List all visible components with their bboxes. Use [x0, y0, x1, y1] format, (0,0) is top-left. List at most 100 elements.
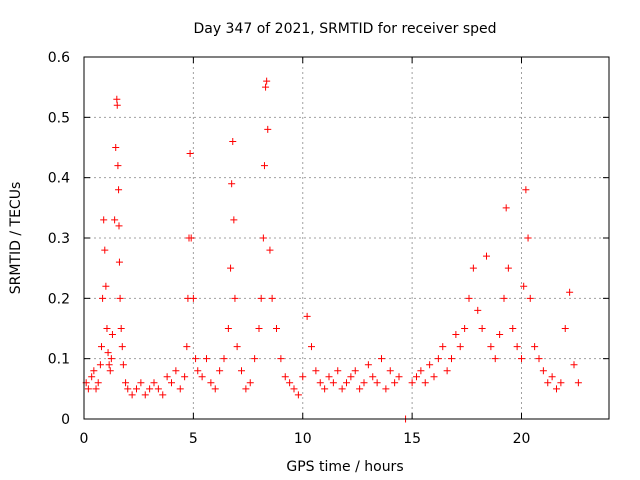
data-point: [360, 379, 368, 387]
data-point: [228, 180, 236, 188]
data-point: [96, 361, 104, 369]
data-point: [531, 343, 539, 351]
data-point: [198, 373, 206, 381]
data-point: [163, 373, 171, 381]
data-point: [343, 379, 350, 387]
y-tick-label: 0.1: [48, 352, 70, 368]
data-point: [351, 367, 359, 375]
data-point: [325, 373, 333, 381]
data-point: [426, 361, 434, 369]
data-point: [574, 379, 582, 387]
data-point: [312, 367, 320, 375]
data-point: [233, 343, 241, 351]
data-point: [260, 162, 268, 170]
y-tick-label: 0.4: [48, 171, 70, 187]
data-point: [443, 367, 451, 375]
data-point: [522, 186, 530, 194]
data-point: [133, 385, 140, 393]
data-point: [90, 367, 98, 375]
y-axis-label: SRMTID / TECUs: [8, 182, 24, 295]
data-point: [84, 385, 92, 393]
data-point: [290, 385, 298, 393]
data-point: [491, 355, 499, 363]
data-point: [500, 294, 508, 302]
data-point: [369, 373, 377, 381]
data-point: [321, 385, 329, 393]
data-point: [452, 331, 460, 339]
data-point: [242, 385, 250, 393]
data-point: [439, 343, 447, 351]
data-point: [262, 83, 270, 91]
data-point: [356, 385, 364, 393]
data-point: [504, 264, 512, 272]
data-point: [207, 379, 215, 387]
data-point: [154, 385, 162, 393]
data-point: [183, 343, 191, 351]
data-point: [539, 367, 547, 375]
data-point: [334, 367, 342, 375]
data-point: [570, 361, 578, 369]
data-point: [535, 355, 543, 363]
y-tick-label: 0.2: [48, 291, 70, 307]
data-point: [395, 373, 403, 381]
x-tick-label: 0: [80, 431, 89, 447]
data-point: [251, 355, 259, 363]
data-point: [100, 216, 108, 224]
data-point: [316, 379, 324, 387]
data-point: [487, 343, 495, 351]
data-point: [303, 312, 311, 320]
data-point: [474, 306, 482, 314]
data-point: [386, 367, 394, 375]
data-point: [373, 379, 381, 387]
data-point: [115, 258, 123, 266]
data-point: [119, 361, 127, 369]
data-point: [259, 234, 267, 242]
data-point: [364, 361, 372, 369]
data-point: [469, 264, 477, 272]
y-tick-label: 0.3: [48, 231, 70, 247]
data-point: [502, 204, 510, 212]
data-point: [544, 379, 552, 387]
data-point: [115, 222, 123, 230]
data-point: [203, 355, 210, 363]
data-point: [211, 385, 219, 393]
data-point: [263, 77, 271, 85]
data-point: [456, 343, 464, 351]
data-point: [382, 385, 390, 393]
data-point: [108, 331, 116, 339]
data-point: [186, 150, 194, 158]
data-point: [229, 137, 237, 145]
data-point: [230, 216, 238, 224]
data-point: [277, 355, 285, 363]
data-point: [509, 325, 517, 332]
data-point: [176, 385, 184, 393]
data-point: [255, 325, 263, 332]
x-tick-label: 20: [513, 431, 531, 447]
data-point: [115, 186, 123, 194]
data-point: [88, 373, 96, 381]
data-point: [128, 391, 136, 399]
data-point: [391, 379, 399, 387]
data-point: [246, 379, 254, 387]
data-point: [112, 144, 120, 151]
data-point: [566, 288, 574, 296]
data-point: [286, 379, 294, 387]
data-point: [181, 373, 189, 381]
data-point: [168, 379, 175, 387]
data-point: [329, 379, 337, 387]
data-point: [122, 379, 130, 387]
data-point: [99, 294, 107, 302]
data-point: [124, 385, 132, 393]
data-point: [561, 325, 569, 332]
y-tick-label: 0: [61, 412, 70, 428]
data-point: [231, 294, 239, 302]
data-point: [496, 331, 504, 339]
data-point: [268, 294, 276, 302]
data-point: [408, 379, 416, 387]
data-point: [465, 294, 473, 302]
data-point: [172, 367, 180, 375]
y-tick-label: 0.5: [48, 110, 70, 126]
data-point: [461, 325, 469, 332]
data-point: [557, 379, 565, 387]
data-point: [111, 216, 119, 224]
